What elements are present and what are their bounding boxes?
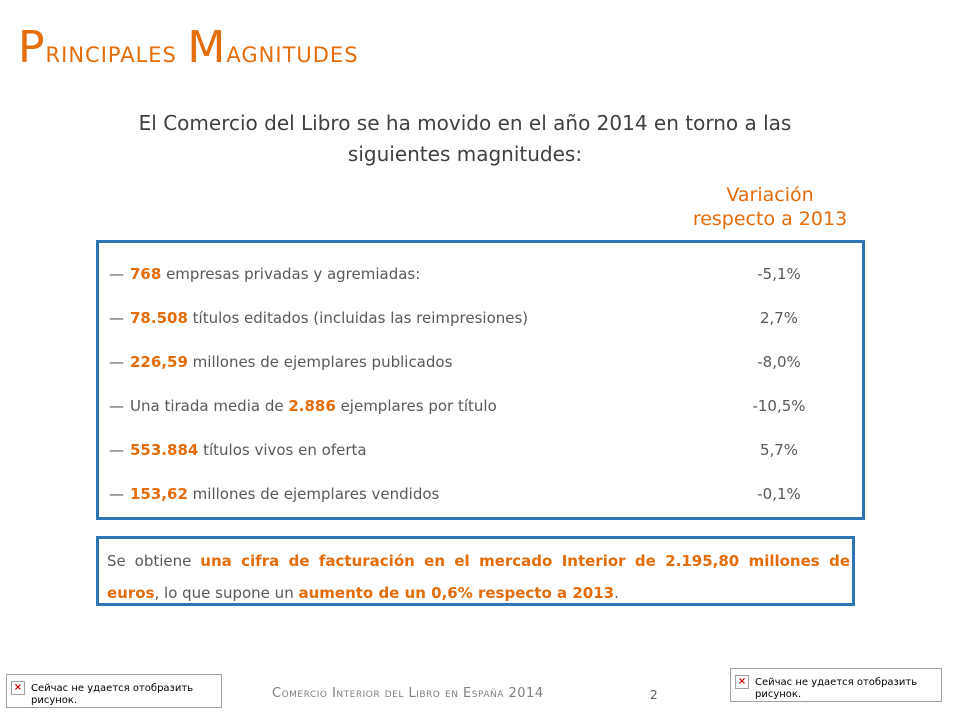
intro-text: El Comercio del Libro se ha movido en el… [138,111,792,166]
image-placeholder-left: × Сейчас не удается отобразить рисунок. [6,674,222,708]
magnitude-row: —153,62 millones de ejemplares vendidos … [109,485,801,509]
variation-value: 2,7% [759,309,799,327]
magnitude-row: —553.884 títulos vivos en oferta 5,7% [109,441,798,465]
broken-image-icon: × [11,681,25,695]
magnitude-row: —78.508 títulos editados (incluidas las … [109,309,798,333]
magnitude-row: — Una tirada media de 2.886 ejemplares po… [109,397,806,421]
variation-header: Variación respecto a 2013 [692,184,848,230]
variation-value: -5,1% [757,265,801,283]
page-title: Principales Magnitudes [18,22,359,73]
magnitudes-box: —768 empresas privadas y agremiadas: -5,… [96,240,865,520]
variation-value: -10,5% [752,397,806,415]
footer-text: Comercio Interior del Libro en España 20… [272,686,544,701]
page-number: 2 [650,688,658,702]
variation-value: -8,0% [757,353,801,371]
variation-value: 5,7% [759,441,799,459]
summary-box: Se obtiene una cifra de facturación en e… [96,536,855,606]
broken-image-icon: × [735,675,749,689]
variation-value: -0,1% [757,485,801,503]
magnitude-row: —768 empresas privadas y agremiadas: -5,… [109,265,801,289]
image-placeholder-right: × Сейчас не удается отобразить рисунок. [730,668,942,702]
magnitude-row: —226,59 millones de ejemplares publicado… [109,353,801,377]
